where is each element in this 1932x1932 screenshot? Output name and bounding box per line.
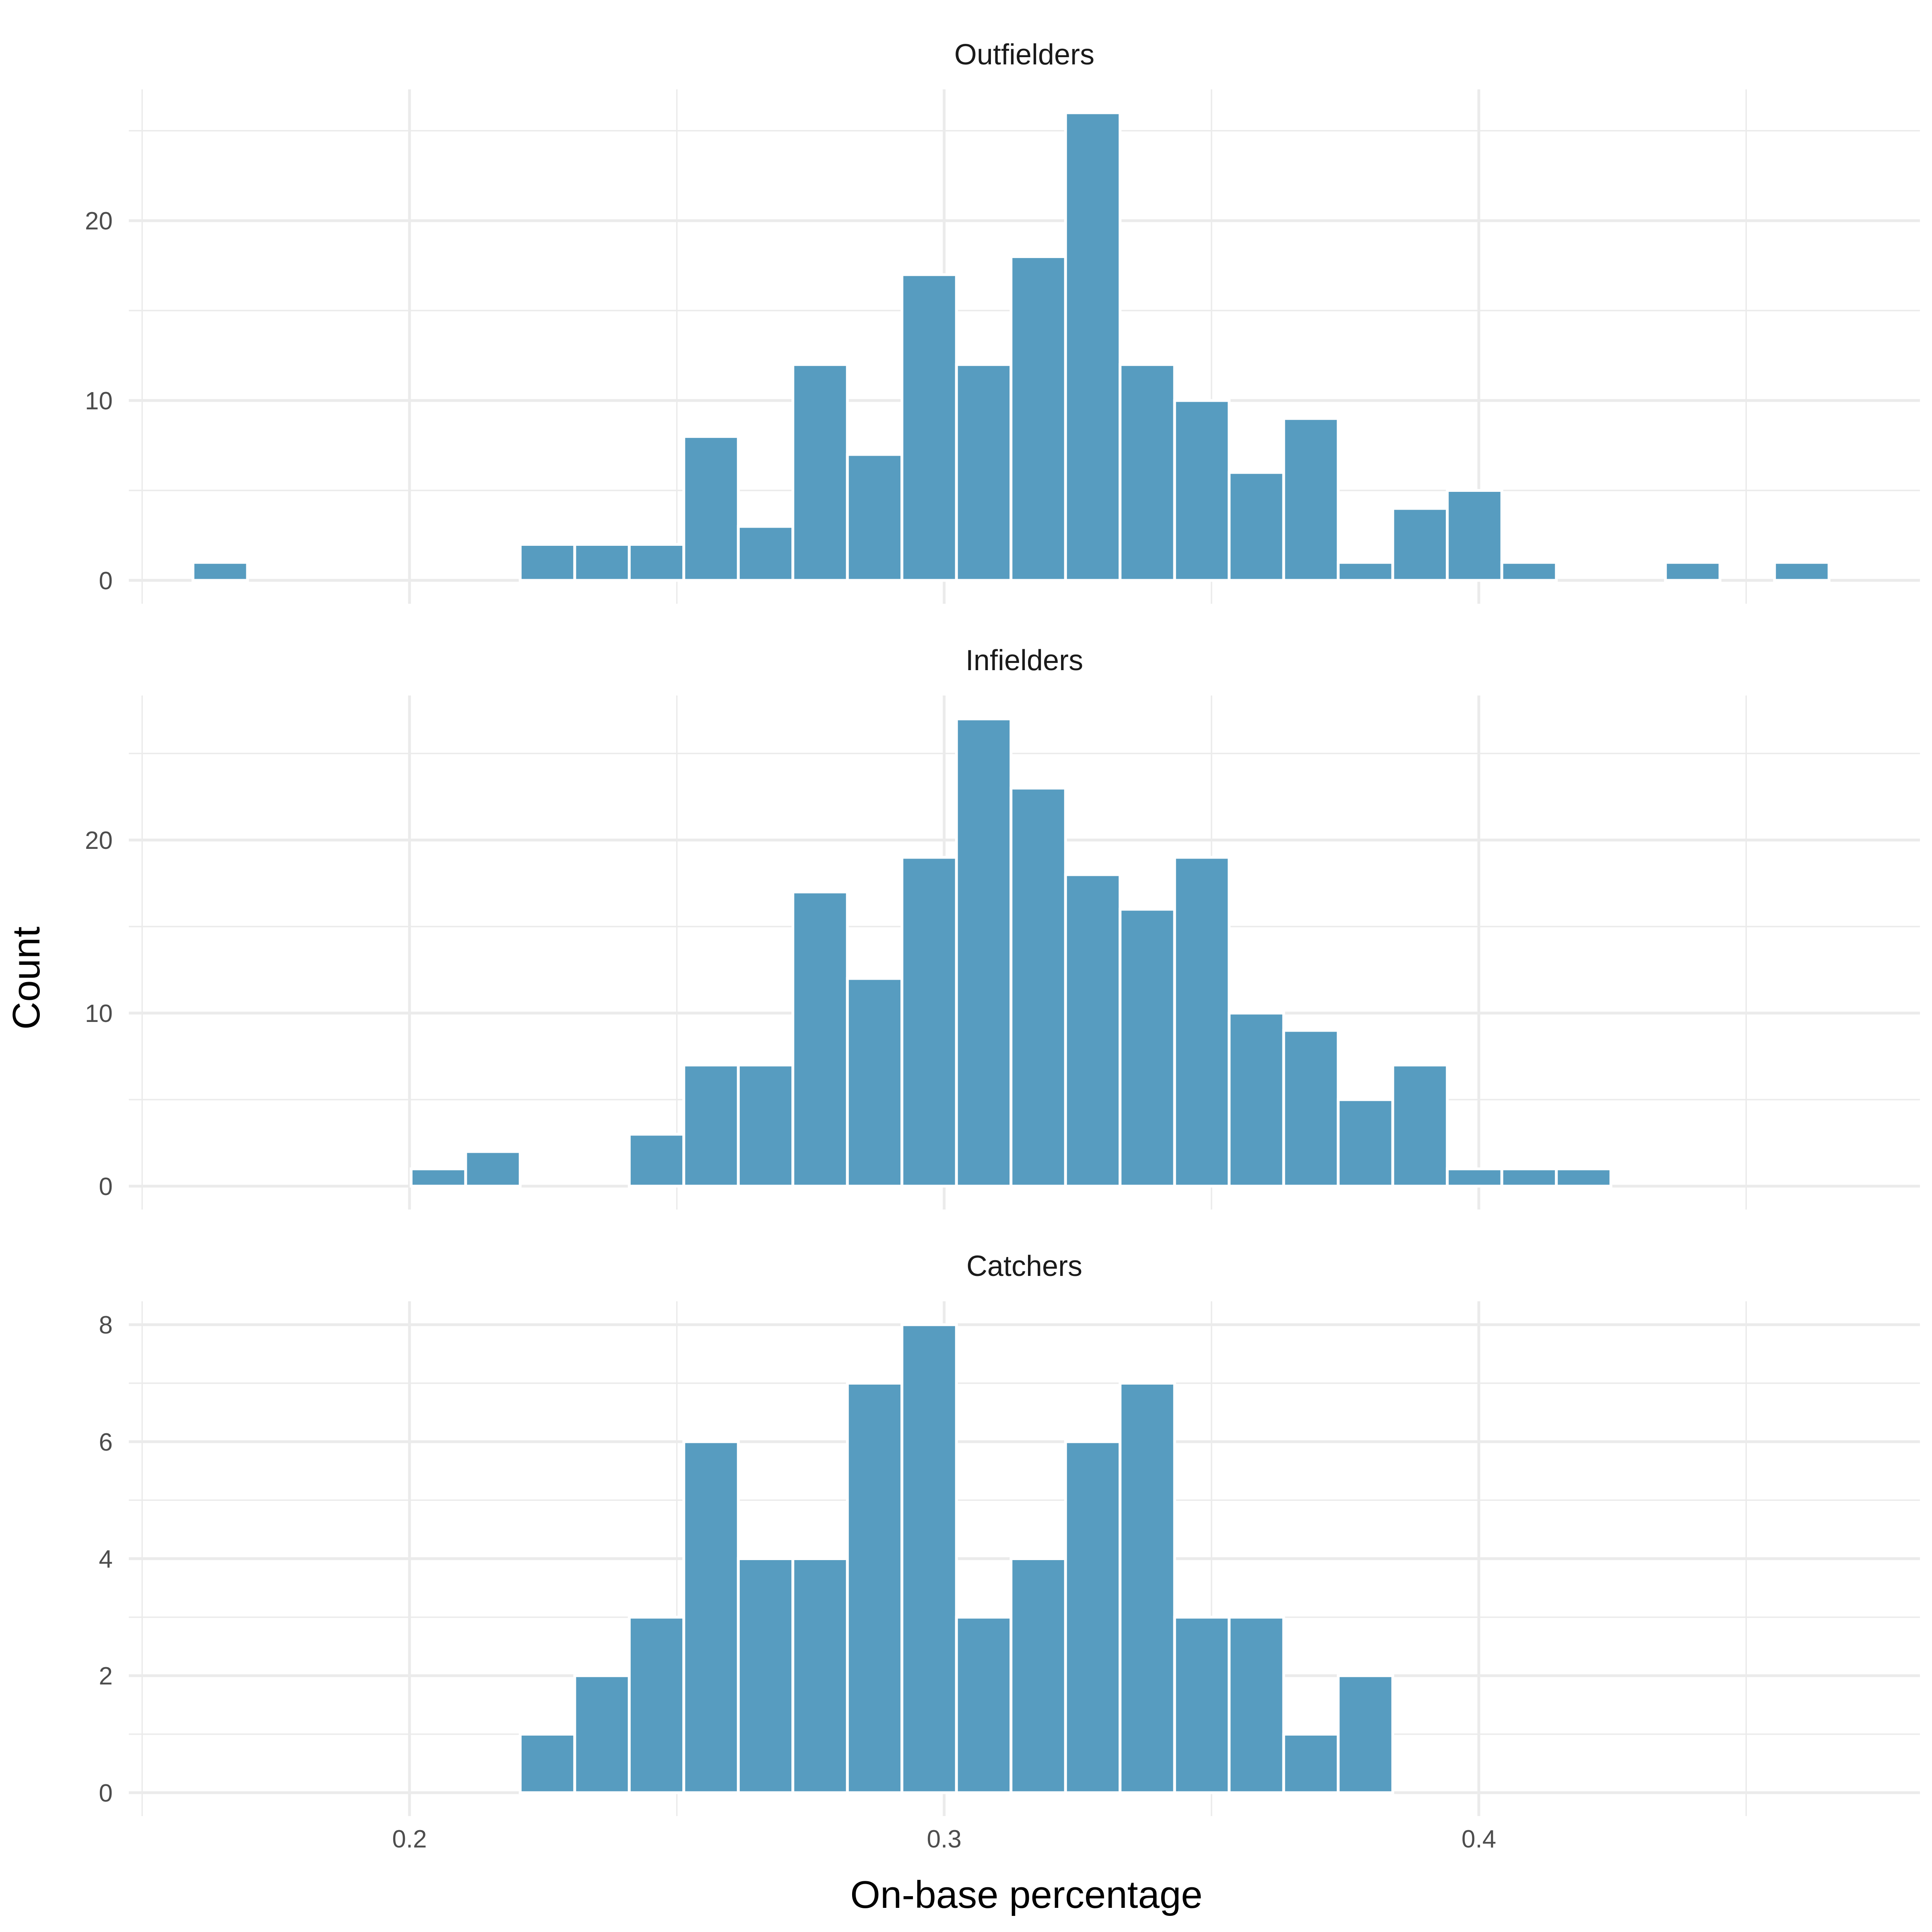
x-axis-title: On-base percentage	[850, 1873, 1202, 1916]
panels: Outfielders 0 10 20 Infielders 0 10 20 Catchers 0…	[85, 39, 1920, 1816]
histogram-bar	[1064, 111, 1122, 582]
histogram-bar	[1555, 1167, 1612, 1188]
histogram-bar	[791, 1557, 849, 1794]
histogram-bar	[846, 1381, 904, 1794]
histogram-bar	[1009, 255, 1067, 582]
y-tick-label: 8	[99, 1311, 113, 1339]
y-tick-label: 4	[99, 1546, 113, 1573]
histogram-bar	[846, 977, 904, 1188]
panel-infielders: Infielders 0 10 20	[85, 644, 1920, 1210]
histogram-bar	[1446, 1167, 1503, 1188]
histogram-bar	[1009, 1557, 1067, 1794]
histogram-bar	[518, 543, 576, 582]
histogram-bar	[573, 543, 631, 582]
histogram-bar	[518, 1733, 576, 1794]
histogram-bar	[955, 363, 1013, 582]
histogram-bar	[682, 1063, 740, 1188]
panel-title: Infielders	[966, 644, 1083, 677]
panel-outfielders: Outfielders 0 10 20	[85, 39, 1920, 604]
histogram-bar	[791, 890, 849, 1188]
histogram-bar	[1119, 908, 1176, 1188]
histogram-bar	[1282, 417, 1340, 582]
panel-title: Outfielders	[954, 39, 1094, 71]
histogram-bar	[737, 1063, 795, 1188]
panel-title: Catchers	[966, 1250, 1082, 1282]
histogram-bar	[955, 1616, 1013, 1794]
histogram-bar	[1391, 507, 1449, 582]
histogram-bar	[627, 543, 685, 582]
x-axis: 0.2 0.3 0.4	[392, 1825, 1496, 1853]
histogram-bar	[627, 1133, 685, 1188]
histogram-bar	[1773, 561, 1831, 582]
y-tick-label: 10	[85, 1000, 113, 1028]
histogram-bar	[1282, 1029, 1340, 1188]
histogram-bar	[1337, 1674, 1394, 1794]
y-axis-title: Count	[5, 927, 48, 1030]
y-tick-label: 20	[85, 827, 113, 855]
histogram-bar	[1228, 471, 1285, 582]
histogram-bar	[1228, 1616, 1285, 1794]
histogram-bar	[900, 1323, 958, 1794]
x-tick-label: 0.3	[927, 1825, 962, 1853]
histogram-bar	[191, 561, 249, 582]
histogram-bar	[573, 1674, 631, 1794]
histogram-bar	[1337, 1098, 1394, 1188]
histogram-bar	[1064, 1440, 1122, 1794]
histogram-bar	[1064, 873, 1122, 1188]
y-tick-label: 0	[99, 567, 113, 595]
histogram-bar	[1009, 786, 1067, 1188]
histogram-bar	[1173, 856, 1231, 1188]
y-tick-label: 20	[85, 207, 113, 235]
histogram-bar	[1282, 1733, 1340, 1794]
histogram-bar	[791, 363, 849, 582]
histogram-bar	[1228, 1011, 1285, 1188]
y-tick-label: 2	[99, 1662, 113, 1690]
histogram-bar	[1173, 399, 1231, 582]
histogram-bar	[1664, 561, 1721, 582]
histogram-bar	[955, 717, 1013, 1188]
histogram-bar	[737, 525, 795, 582]
x-tick-label: 0.2	[392, 1825, 427, 1853]
histogram-bar	[900, 273, 958, 582]
histogram-bar	[1391, 1063, 1449, 1188]
histogram-bar	[682, 435, 740, 582]
y-tick-label: 0	[99, 1779, 113, 1807]
histogram-bar	[682, 1440, 740, 1794]
histogram-bar	[737, 1557, 795, 1794]
histogram-bar	[1446, 489, 1503, 582]
histogram-bar	[1337, 561, 1394, 582]
x-tick-label: 0.4	[1461, 1825, 1496, 1853]
histogram-bar	[464, 1150, 522, 1188]
histogram-bar	[900, 856, 958, 1188]
histogram-bar	[846, 453, 904, 582]
panel-catchers: Catchers 0 2 4 6 8	[99, 1250, 1920, 1816]
histogram-bar	[1119, 363, 1176, 582]
y-tick-label: 0	[99, 1173, 113, 1201]
y-tick-label: 6	[99, 1428, 113, 1456]
histogram-bar	[1173, 1616, 1231, 1794]
histogram-bar	[1500, 561, 1558, 582]
histogram-bar	[1119, 1381, 1176, 1794]
y-tick-label: 10	[85, 387, 113, 415]
histogram-bar	[1500, 1167, 1558, 1188]
histogram-bar	[409, 1167, 467, 1188]
histogram-bar	[627, 1616, 685, 1794]
